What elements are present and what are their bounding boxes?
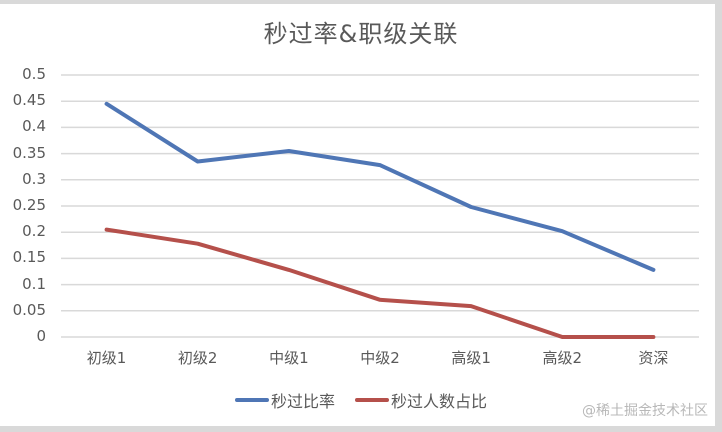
y-tick-label: 0.35: [12, 143, 46, 162]
legend-item-series-2[interactable]: 秒过人数占比: [355, 388, 487, 412]
series-line-1: [104, 101, 656, 272]
x-tick-label: 高级2: [542, 349, 583, 367]
y-tick-label: 0.15: [12, 248, 46, 267]
legend-label: 秒过人数占比: [391, 392, 488, 411]
legend-label: 秒过比率: [270, 392, 335, 411]
x-tick-label: 中级1: [269, 349, 309, 367]
y-tick-label: 0.45: [12, 91, 46, 110]
y-tick-label: 0.1: [22, 274, 46, 293]
x-tick-label: 初级1: [86, 349, 127, 367]
y-tick-label: 0: [36, 327, 46, 345]
y-tick-label: 0.25: [12, 196, 46, 214]
legend-swatch-red-icon: [355, 398, 389, 402]
chart-title: 秒过率&职级关联: [263, 20, 459, 48]
legend: 秒过比率 秒过人数占比: [0, 388, 722, 412]
y-tick-label: 0.05: [12, 300, 46, 319]
y-tick-label: 0.5: [22, 65, 46, 83]
watermark: @稀土掘金技术社区: [582, 403, 708, 419]
y-tick-label: 0.4: [22, 117, 46, 136]
y-tick-label: 0.3: [22, 169, 46, 188]
x-tick-label: 中级2: [360, 349, 400, 367]
gridlines: [61, 74, 699, 338]
series-line-2: [104, 227, 656, 339]
y-tick-label: 0.2: [22, 222, 46, 241]
legend-swatch-blue-icon: [234, 398, 269, 402]
x-tick-label: 高级1: [451, 349, 491, 367]
data-lines: [104, 101, 656, 339]
x-tick-label: 资深: [638, 349, 669, 367]
x-tick-label: 初级2: [177, 349, 218, 367]
legend-item-series-1[interactable]: 秒过比率: [234, 388, 335, 412]
